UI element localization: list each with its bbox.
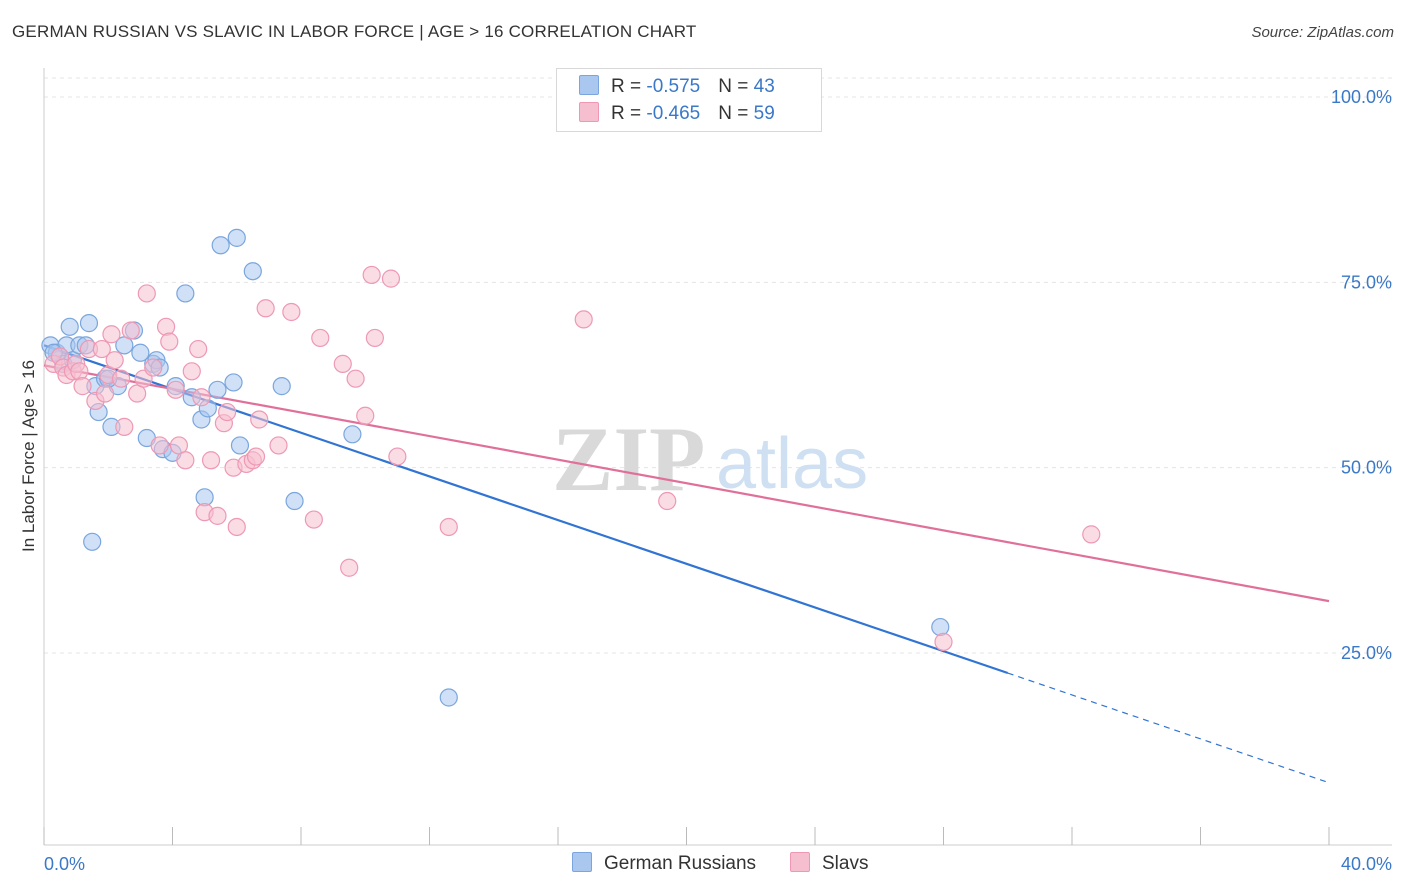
legend-r-label: R = (611, 76, 647, 97)
slav-point (250, 410, 269, 429)
points-layer (41, 228, 1101, 707)
slav-point (304, 510, 323, 529)
slav-point (111, 369, 131, 388)
german-russian-point (227, 228, 246, 247)
slav-point (346, 369, 365, 388)
slav-trend-line (43, 364, 1330, 603)
slav-point (95, 384, 115, 403)
stats-legend: R = -0.575 N = 43 R = -0.465 N = 59 (556, 68, 822, 132)
legend-n-value: 59 (753, 103, 775, 124)
slav-point (1082, 525, 1101, 544)
slav-point (256, 299, 275, 318)
x-tick-label-min: 0.0% (44, 854, 85, 874)
legend-r-value: -0.465 (646, 103, 701, 124)
legend-n-label: N = (718, 103, 754, 124)
german-russian-trend-extension (1007, 672, 1330, 784)
slav-point (311, 328, 330, 348)
watermark-zip: ZIP (552, 408, 705, 510)
bottom-legend-slavs: Slavs (790, 852, 868, 875)
legend-r-value: -0.575 (646, 76, 701, 97)
slav-point (189, 339, 208, 359)
german-russian-point (60, 317, 79, 336)
german-russian-point (79, 314, 99, 333)
slav-point (333, 354, 352, 373)
x-tick-label-max: 40.0% (1341, 854, 1392, 874)
german-russian-point (176, 284, 195, 303)
slav-point (150, 436, 169, 455)
slav-point (208, 506, 227, 525)
german-russian-point (131, 343, 150, 362)
source-label: Source: ZipAtlas.com (1251, 24, 1394, 41)
slav-point (218, 402, 237, 422)
german-russian-point (243, 262, 262, 281)
slav-point (388, 447, 407, 466)
y-tick-label: 75.0% (1341, 272, 1392, 292)
legend-row-slavs: R = -0.465 N = 59 (579, 102, 775, 126)
slav-point (282, 302, 301, 322)
legend-r-label: R = (611, 103, 647, 124)
german-russian-point (83, 532, 102, 551)
bottom-legend-label: Slavs (822, 853, 869, 874)
german-russian-point (439, 688, 458, 707)
german-russian-point (931, 617, 950, 637)
german-russian-point (208, 380, 227, 399)
slav-point (166, 380, 185, 399)
legend-row-german-russians: R = -0.575 N = 43 (579, 75, 775, 99)
legend-n-value: 43 (753, 76, 775, 97)
slav-point (439, 517, 458, 537)
bottom-legend-german-russians: German Russians (572, 852, 756, 875)
y-axis-label: In Labor Force | Age > 16 (19, 360, 38, 552)
german-russian-point (211, 236, 230, 255)
slav-point (115, 417, 134, 436)
slav-point (227, 517, 246, 537)
german-russian-point (343, 425, 362, 444)
bottom-legend-swatch-blue (572, 852, 592, 872)
slav-point (182, 362, 201, 381)
axis-layer (43, 68, 1392, 846)
legend-swatch-blue (579, 75, 599, 95)
slav-point (92, 339, 111, 359)
bottom-legend-label: German Russians (604, 853, 757, 874)
slav-point (121, 321, 140, 340)
slav-point (356, 406, 375, 425)
slav-point (340, 558, 359, 577)
slav-point (73, 377, 92, 396)
y-tick-label: 50.0% (1341, 458, 1392, 478)
slav-point (269, 436, 288, 455)
slav-point (102, 325, 121, 344)
chart-title: GERMAN RUSSIAN VS SLAVIC IN LABOR FORCE … (12, 22, 697, 41)
watermark: ZIP atlas (552, 408, 868, 510)
slav-point (658, 491, 677, 511)
slav-point (192, 388, 211, 407)
y-tick-label: 100.0% (1331, 87, 1392, 107)
slav-point (201, 451, 221, 470)
slav-point (246, 447, 266, 466)
german-russian-point (230, 436, 250, 455)
y-tick-label: 25.0% (1341, 643, 1392, 663)
slav-point (156, 317, 176, 336)
slav-point (105, 351, 124, 370)
slav-point (144, 358, 163, 377)
slav-point (160, 332, 179, 351)
slav-point (70, 362, 89, 381)
slav-point (934, 632, 953, 651)
german-russian-point (272, 377, 291, 396)
bottom-legend-swatch-pink (790, 852, 810, 872)
grid-layer (44, 77, 1392, 654)
slav-point (176, 451, 195, 470)
legend-n-label: N = (718, 76, 754, 97)
slav-point (362, 265, 381, 285)
slav-point (365, 328, 384, 348)
tick-layer: 25.0% 50.0% 75.0% 100.0% 0.0% 40.0% (43, 87, 1392, 874)
slav-point (381, 269, 401, 288)
german-russian-point (224, 373, 243, 392)
slav-point (137, 284, 156, 303)
legend-swatch-pink (579, 102, 599, 122)
german-russian-point (285, 491, 304, 511)
slav-point (574, 310, 593, 329)
watermark-atlas: atlas (716, 424, 868, 504)
